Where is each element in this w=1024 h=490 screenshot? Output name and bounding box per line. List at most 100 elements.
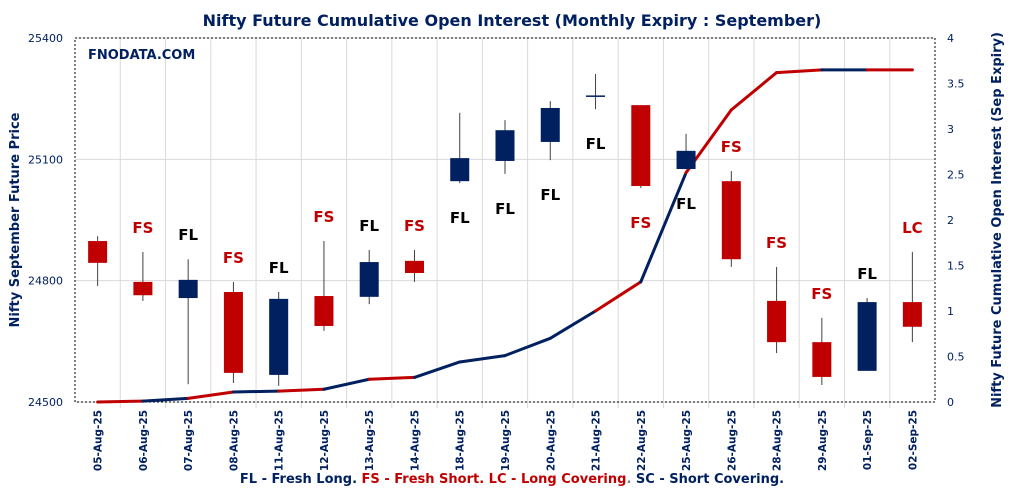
watermark: FNODATA.COM (88, 48, 195, 63)
right-tick-label: 0.5 (947, 351, 965, 364)
candle-body (721, 181, 741, 260)
signal-label: FL (495, 200, 515, 218)
candle-body (133, 281, 153, 296)
x-tick-label: 29-Aug-25 (817, 410, 829, 471)
legend-item: SC - Short Covering. (636, 472, 784, 487)
x-tick-label: 01-Sep-25 (862, 410, 874, 470)
candle-body (223, 291, 243, 373)
right-tick-label: 3 (947, 123, 954, 136)
signal-label: FS (811, 285, 832, 303)
right-axis-ticks: 0 0.5 1 1.5 2 2.5 3 3.5 4 (947, 32, 965, 409)
oi-line-segment (594, 280, 643, 313)
x-tick-label: 18-Aug-25 (455, 410, 467, 471)
legend-item: . (626, 472, 635, 487)
x-tick-label: 22-Aug-25 (636, 410, 648, 471)
oi-line-segment (186, 390, 235, 400)
candle-body (631, 105, 651, 187)
oi-line-segment (729, 71, 779, 112)
candle-body (495, 130, 515, 161)
oi-line-segment (231, 389, 281, 394)
candle-body (269, 298, 289, 375)
signal-label: FS (766, 234, 787, 252)
oi-line-segment (775, 68, 824, 75)
legend: FL - Fresh Long. FS - Fresh Short. LC - … (240, 472, 784, 487)
right-tick-label: 0 (947, 396, 954, 409)
right-tick-label: 2 (947, 214, 954, 227)
signal-label: FL (857, 265, 877, 283)
legend-item: LC - Long Covering (489, 472, 627, 487)
left-axis-label: Nifty September Future Price (8, 112, 23, 327)
legend-item: FS - Fresh Short. (362, 472, 489, 487)
oi-line-segment (548, 309, 598, 340)
plot-border (74, 37, 936, 403)
candles (88, 73, 922, 386)
oi-line (96, 68, 914, 404)
x-tick-label: 08-Aug-25 (228, 410, 240, 471)
candle-body (314, 296, 334, 326)
signal-label: FL (676, 195, 696, 213)
right-tick-label: 4 (947, 32, 954, 45)
signal-label: FS (313, 208, 334, 226)
oi-line-segment (367, 375, 416, 381)
candle-body (88, 241, 108, 263)
oi-line-segment (96, 399, 145, 404)
signal-label: FL (586, 135, 606, 153)
x-tick-label: 28-Aug-25 (772, 410, 784, 471)
signal-label: FL (359, 217, 379, 235)
oi-line-segment (412, 360, 462, 379)
signal-label: FL (540, 186, 560, 204)
candle-body (767, 300, 787, 343)
right-tick-label: 3.5 (947, 78, 965, 91)
right-tick-label: 1 (947, 305, 954, 318)
x-tick-label: 11-Aug-25 (274, 410, 286, 471)
signal-label: FS (630, 214, 651, 232)
signal-label: FS (721, 138, 742, 156)
signal-label: FS (404, 217, 425, 235)
candle-body (540, 107, 560, 142)
signal-label: FL (269, 259, 289, 277)
left-tick-label: 25400 (28, 32, 63, 45)
signal-label: FL (178, 226, 198, 244)
x-tick-label: 06-Aug-25 (138, 410, 150, 471)
x-tick-label: 05-Aug-25 (93, 410, 105, 471)
oi-line-segment (141, 396, 190, 403)
right-tick-label: 1.5 (947, 260, 965, 273)
x-tick-label: 26-Aug-25 (726, 410, 738, 471)
candle-body (450, 158, 470, 182)
x-tick-label: 25-Aug-25 (681, 410, 693, 471)
signal-label: FS (132, 219, 153, 237)
left-axis-ticks: 24500 24800 25100 25400 (28, 32, 63, 409)
x-tick-label: 07-Aug-25 (183, 410, 195, 471)
candle-body (857, 302, 877, 371)
candle-body (586, 95, 606, 97)
x-tick-label: 13-Aug-25 (364, 410, 376, 471)
signal-labels: FS FL FS FL FS FL FS FL FL FL FL FS FL FS FS FS FL LC (132, 135, 922, 303)
x-tick-label: 19-Aug-25 (500, 410, 512, 471)
right-axis-label: Nifty Future Cumulative Open Interest (S… (990, 32, 1005, 408)
x-tick-label: 02-Sep-25 (907, 410, 919, 470)
legend-item: FL - Fresh Long. (240, 472, 362, 487)
chart-title: Nifty Future Cumulative Open Interest (M… (203, 11, 822, 30)
signal-label: LC (902, 219, 923, 237)
oi-line-segment (277, 387, 326, 393)
left-tick-label: 24500 (28, 396, 63, 409)
candle-body (404, 260, 424, 273)
x-tick-label: 20-Aug-25 (545, 410, 557, 471)
x-tick-label: 12-Aug-25 (319, 410, 331, 471)
right-tick-label: 2.5 (947, 169, 965, 182)
x-axis-ticks: 05-Aug-25 06-Aug-25 07-Aug-25 08-Aug-25 11-A… (93, 410, 920, 471)
left-tick-label: 25100 (28, 153, 63, 166)
oi-line-segment (639, 171, 688, 284)
signal-label: FS (223, 249, 244, 267)
oi-line-segment (322, 377, 371, 391)
oi-line-segment (458, 354, 507, 364)
signal-label: FL (450, 209, 470, 227)
candle-body (178, 279, 198, 299)
x-tick-label: 21-Aug-25 (591, 410, 603, 471)
candle-body (676, 150, 696, 170)
candle-body (902, 302, 922, 327)
left-tick-label: 24800 (28, 275, 63, 288)
x-tick-label: 14-Aug-25 (409, 410, 421, 471)
